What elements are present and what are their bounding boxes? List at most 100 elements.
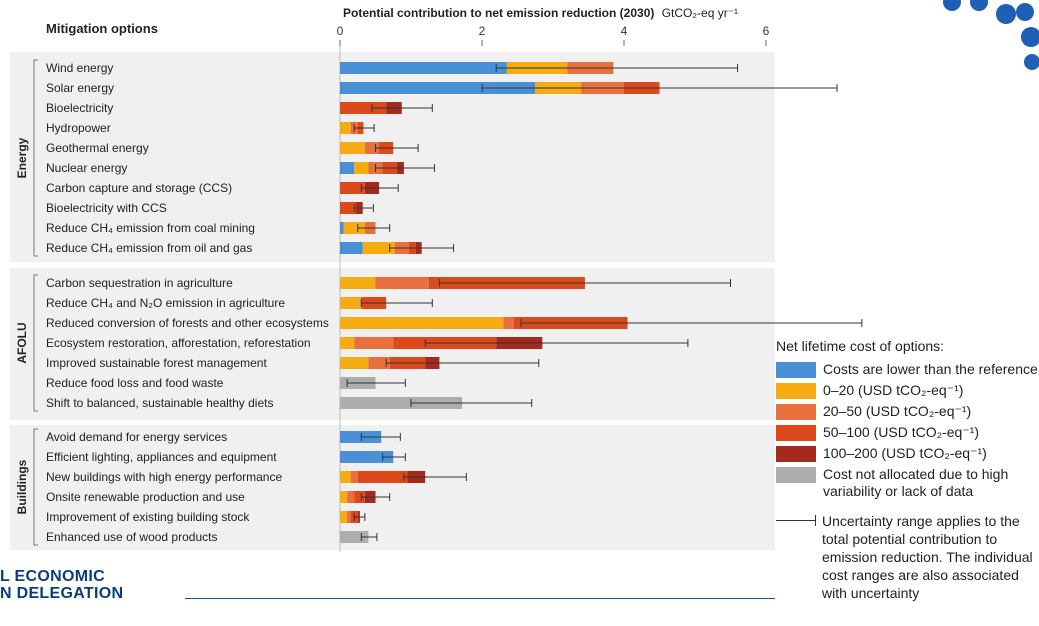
legend-label: 0–20 (USD tCO₂-eq⁻¹) xyxy=(823,382,964,398)
bar-segment-c0_20 xyxy=(354,162,369,174)
options-column-title: Mitigation options xyxy=(46,21,158,36)
bar-segment-neg xyxy=(340,431,382,443)
group-label: AFOLU xyxy=(15,322,29,363)
option-label: Wind energy xyxy=(46,61,113,75)
bar-segment-c50_100 xyxy=(340,182,365,194)
axis-title-main: Potential contribution to net emission r… xyxy=(343,6,654,20)
bar-segment-c50_100 xyxy=(340,202,356,214)
legend-item: 0–20 (USD tCO₂-eq⁻¹) xyxy=(776,382,1038,399)
option-label: Improvement of existing building stock xyxy=(46,510,250,524)
logo-dot xyxy=(970,0,988,11)
legend-item: 100–200 (USD tCO₂-eq⁻¹) xyxy=(776,445,1038,462)
option-label: Nuclear energy xyxy=(46,161,127,175)
bar-segment-neg xyxy=(340,162,355,174)
bar-segment-c0_20 xyxy=(340,277,376,289)
bar-segment-c0_20 xyxy=(340,337,355,349)
logo-dot xyxy=(943,0,961,11)
option-label: Ecosystem restoration, afforestation, re… xyxy=(46,336,311,350)
option-label: Solar energy xyxy=(46,81,114,95)
legend-swatch xyxy=(776,467,816,483)
option-label: Enhanced use of wood products xyxy=(46,530,217,544)
group-bracket xyxy=(33,274,38,412)
option-label: Efficient lighting, appliances and equip… xyxy=(46,450,277,464)
option-label: Reduce CH₄ emission from coal mining xyxy=(46,221,255,235)
bar-segment-c0_20 xyxy=(340,142,365,154)
bar-segment-c0_20 xyxy=(362,242,395,254)
bar-segment-neg xyxy=(340,82,536,94)
bar-segment-c50_100 xyxy=(357,471,408,483)
bar-segment-neg xyxy=(340,222,344,234)
bar-segment-neg xyxy=(340,62,507,74)
legend-label: Costs are lower than the reference xyxy=(823,361,1038,377)
legend-item: Cost not allocated due to high variabili… xyxy=(776,466,1038,500)
axis-title-unit: GtCO₂-eq yr⁻¹ xyxy=(662,6,738,20)
bar-segment-c0_20 xyxy=(340,491,348,503)
legend-swatch xyxy=(776,404,816,420)
legend-uncertainty: Uncertainty range applies to the total p… xyxy=(776,512,1038,602)
bar-segment-c20_50 xyxy=(347,491,355,503)
group-label: Energy xyxy=(15,137,29,178)
option-label: Carbon sequestration in agriculture xyxy=(46,276,233,290)
x-tick-label: 6 xyxy=(763,24,770,38)
legend-item: 20–50 (USD tCO₂-eq⁻¹) xyxy=(776,403,1038,420)
bar-segment-c20_50 xyxy=(350,471,358,483)
footer-brand-line1: L ECONOMIC xyxy=(0,568,105,585)
option-label: Reduced conversion of forests and other … xyxy=(46,316,329,330)
legend-label: 20–50 (USD tCO₂-eq⁻¹) xyxy=(823,403,972,419)
option-label: Reduce food loss and food waste xyxy=(46,376,224,390)
footer-divider xyxy=(185,598,775,599)
legend: Net lifetime cost of options: Costs are … xyxy=(776,338,1038,602)
group-bracket xyxy=(33,428,38,546)
group-bracket xyxy=(33,59,38,257)
option-label: Carbon capture and storage (CCS) xyxy=(46,181,232,195)
option-label: Bioelectricity xyxy=(46,101,113,115)
legend-title: Net lifetime cost of options: xyxy=(776,338,945,354)
bar-segment-c0_20 xyxy=(340,297,362,309)
option-label: Hydropower xyxy=(46,121,111,135)
logo-dot xyxy=(1016,3,1034,21)
legend-swatch xyxy=(776,425,816,441)
decorative-dots-logo xyxy=(943,0,1039,70)
group-label: Buildings xyxy=(15,459,29,514)
option-label: Onsite renewable production and use xyxy=(46,490,245,504)
option-label: Improved sustainable forest management xyxy=(46,356,267,370)
bar-segment-c20_50 xyxy=(368,357,390,369)
legend-item: Costs are lower than the reference xyxy=(776,361,1038,378)
legend-swatch xyxy=(776,362,816,378)
footer-brand: L ECONOMIC N DELEGATION xyxy=(0,568,123,602)
bar-segment-c0_20 xyxy=(340,122,351,134)
logo-dot xyxy=(1021,27,1039,47)
bar-segment-c50_100 xyxy=(354,491,365,503)
uncertainty-range-icon xyxy=(776,512,816,530)
option-label: Reduce CH₄ emission from oil and gas xyxy=(46,241,252,255)
footer-brand-line2: N DELEGATION xyxy=(0,585,124,602)
bar-segment-c0_20 xyxy=(340,317,504,329)
bar-segment-c20_50 xyxy=(347,511,351,523)
legend-uncertainty-label: Uncertainty range applies to the total p… xyxy=(822,513,1033,601)
logo-dot xyxy=(996,4,1016,24)
option-label: Bioelectricity with CCS xyxy=(46,201,167,215)
logo-dot xyxy=(1024,54,1039,70)
x-tick-label: 2 xyxy=(479,24,486,38)
bar-segment-c20_50 xyxy=(354,337,394,349)
legend-label: 50–100 (USD tCO₂-eq⁻¹) xyxy=(823,424,979,440)
option-label: Shift to balanced, sustainable healthy d… xyxy=(46,396,273,410)
legend-swatch xyxy=(776,446,816,462)
legend-label: Cost not allocated due to high variabili… xyxy=(823,466,1009,499)
bar-segment-c0_20 xyxy=(340,511,348,523)
group-panel xyxy=(10,425,775,550)
bar-segment-c0_20 xyxy=(343,222,365,234)
legend-label: 100–200 (USD tCO₂-eq⁻¹) xyxy=(823,445,987,461)
legend-item: 50–100 (USD tCO₂-eq⁻¹) xyxy=(776,424,1038,441)
bar-segment-c20_50 xyxy=(503,317,514,329)
bar-segment-neg xyxy=(340,242,363,254)
legend-swatch xyxy=(776,383,816,399)
axis-title: Potential contribution to net emission r… xyxy=(343,6,738,20)
option-label: New buildings with high energy performan… xyxy=(46,470,282,484)
option-label: Geothermal energy xyxy=(46,141,149,155)
option-label: Reduce CH₄ and N₂O emission in agricultu… xyxy=(46,296,285,310)
bar-segment-c50_100 xyxy=(340,102,387,114)
bar-segment-c0_20 xyxy=(340,357,369,369)
bar-segment-c20_50 xyxy=(375,277,429,289)
